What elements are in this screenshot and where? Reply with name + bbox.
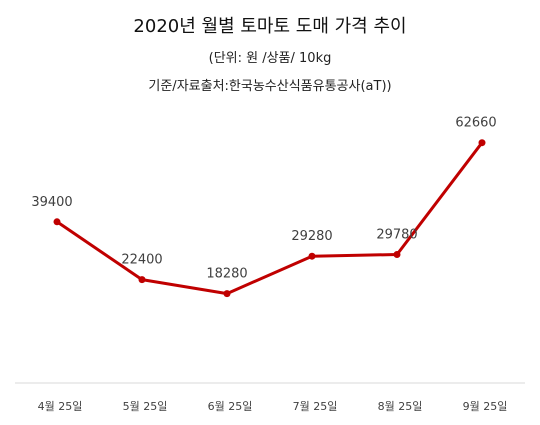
data-point [478, 139, 486, 147]
data-label: 29780 [376, 228, 417, 243]
x-tick-label-layer: 4월 25일 5월 25일 6월 25일 7월 25일 8월 25일 9월 25일 [38, 399, 508, 413]
series-line [56, 141, 484, 296]
data-point [223, 290, 231, 298]
data-point [138, 276, 146, 284]
data-label: 29280 [291, 229, 332, 244]
data-label: 22400 [121, 253, 162, 268]
x-tick-label: 4월 25일 [38, 399, 83, 413]
data-point [308, 252, 316, 260]
x-tick-label: 7월 25일 [293, 399, 338, 413]
chart-subtitle-source: 기준/자료출처:한국농수산식품유통공사(aT)) [148, 79, 392, 94]
x-tick-label: 5월 25일 [123, 399, 168, 413]
x-tick-label: 9월 25일 [463, 399, 508, 413]
chart-title: 2020년 월별 토마토 도매 가격 추이 [133, 16, 407, 37]
data-point [53, 218, 61, 226]
data-label-layer: 39400 22400 18280 29280 29780 62660 [31, 116, 496, 282]
series-layer [53, 139, 486, 298]
data-label: 62660 [455, 116, 496, 131]
data-point [393, 251, 401, 258]
x-tick-label: 8월 25일 [378, 399, 423, 413]
data-label: 18280 [206, 267, 247, 282]
chart-subtitle-unit: (단위: 원 /상품/ 10kg [208, 51, 332, 66]
x-tick-label: 6월 25일 [208, 399, 253, 413]
data-label: 39400 [31, 195, 72, 210]
